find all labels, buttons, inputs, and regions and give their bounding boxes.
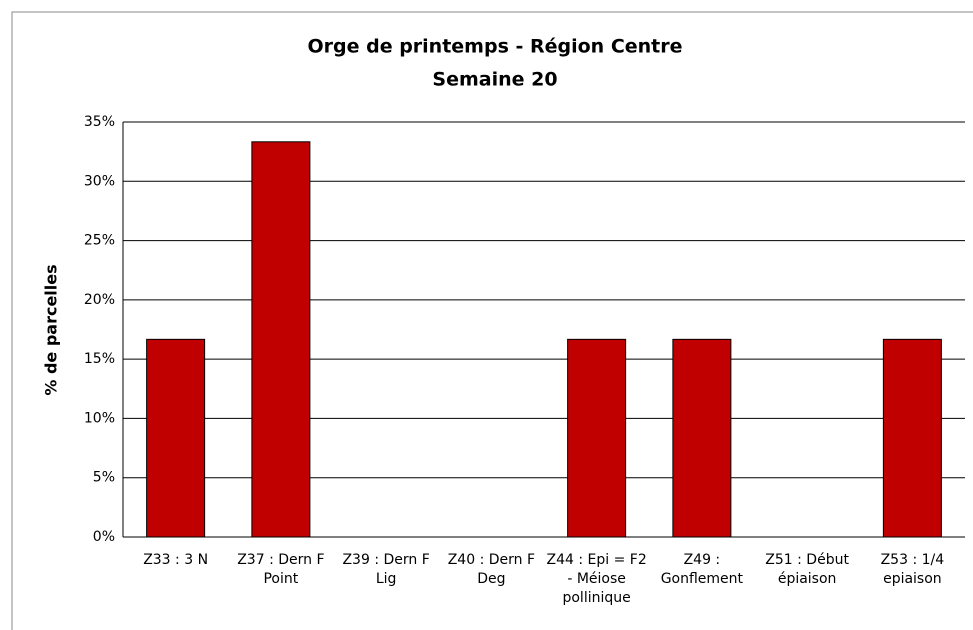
bar — [146, 338, 206, 538]
y-tick-label: 0% — [93, 529, 115, 545]
chart-subtitle: Semaine 20 — [432, 69, 557, 91]
y-axis-label: % de parcelles — [42, 264, 61, 395]
bar — [567, 338, 627, 538]
x-tick-label: Z53 : 1/4 epiaison — [880, 552, 945, 587]
x-tick-label: Z49 : Gonflement — [660, 552, 744, 587]
bar — [251, 141, 311, 538]
bar — [672, 338, 732, 538]
y-tick-label: 30% — [84, 173, 115, 189]
x-tick-label: Z39 : Dern F Lig — [342, 552, 430, 587]
y-tick-label: 25% — [84, 233, 115, 249]
y-tick-label: 20% — [84, 292, 115, 308]
chart-title: Orge de printemps - Région Centre — [307, 36, 682, 58]
x-tick-label: Z33 : 3 N — [143, 552, 209, 568]
x-tick-label: Z37 : Dern F Point — [237, 552, 325, 587]
y-tick-label: 10% — [84, 410, 115, 426]
y-tick-label: 15% — [84, 351, 115, 367]
x-tick-label: Z51 : Début épiaison — [765, 552, 849, 587]
x-tick-label: Z40 : Dern F Deg — [447, 552, 536, 587]
y-tick-label: 5% — [93, 470, 115, 486]
x-tick-label: Z44 : Epi = F2 - Méiose pollinique — [546, 552, 647, 606]
y-tick-label: 35% — [84, 114, 115, 130]
bar — [882, 338, 942, 538]
